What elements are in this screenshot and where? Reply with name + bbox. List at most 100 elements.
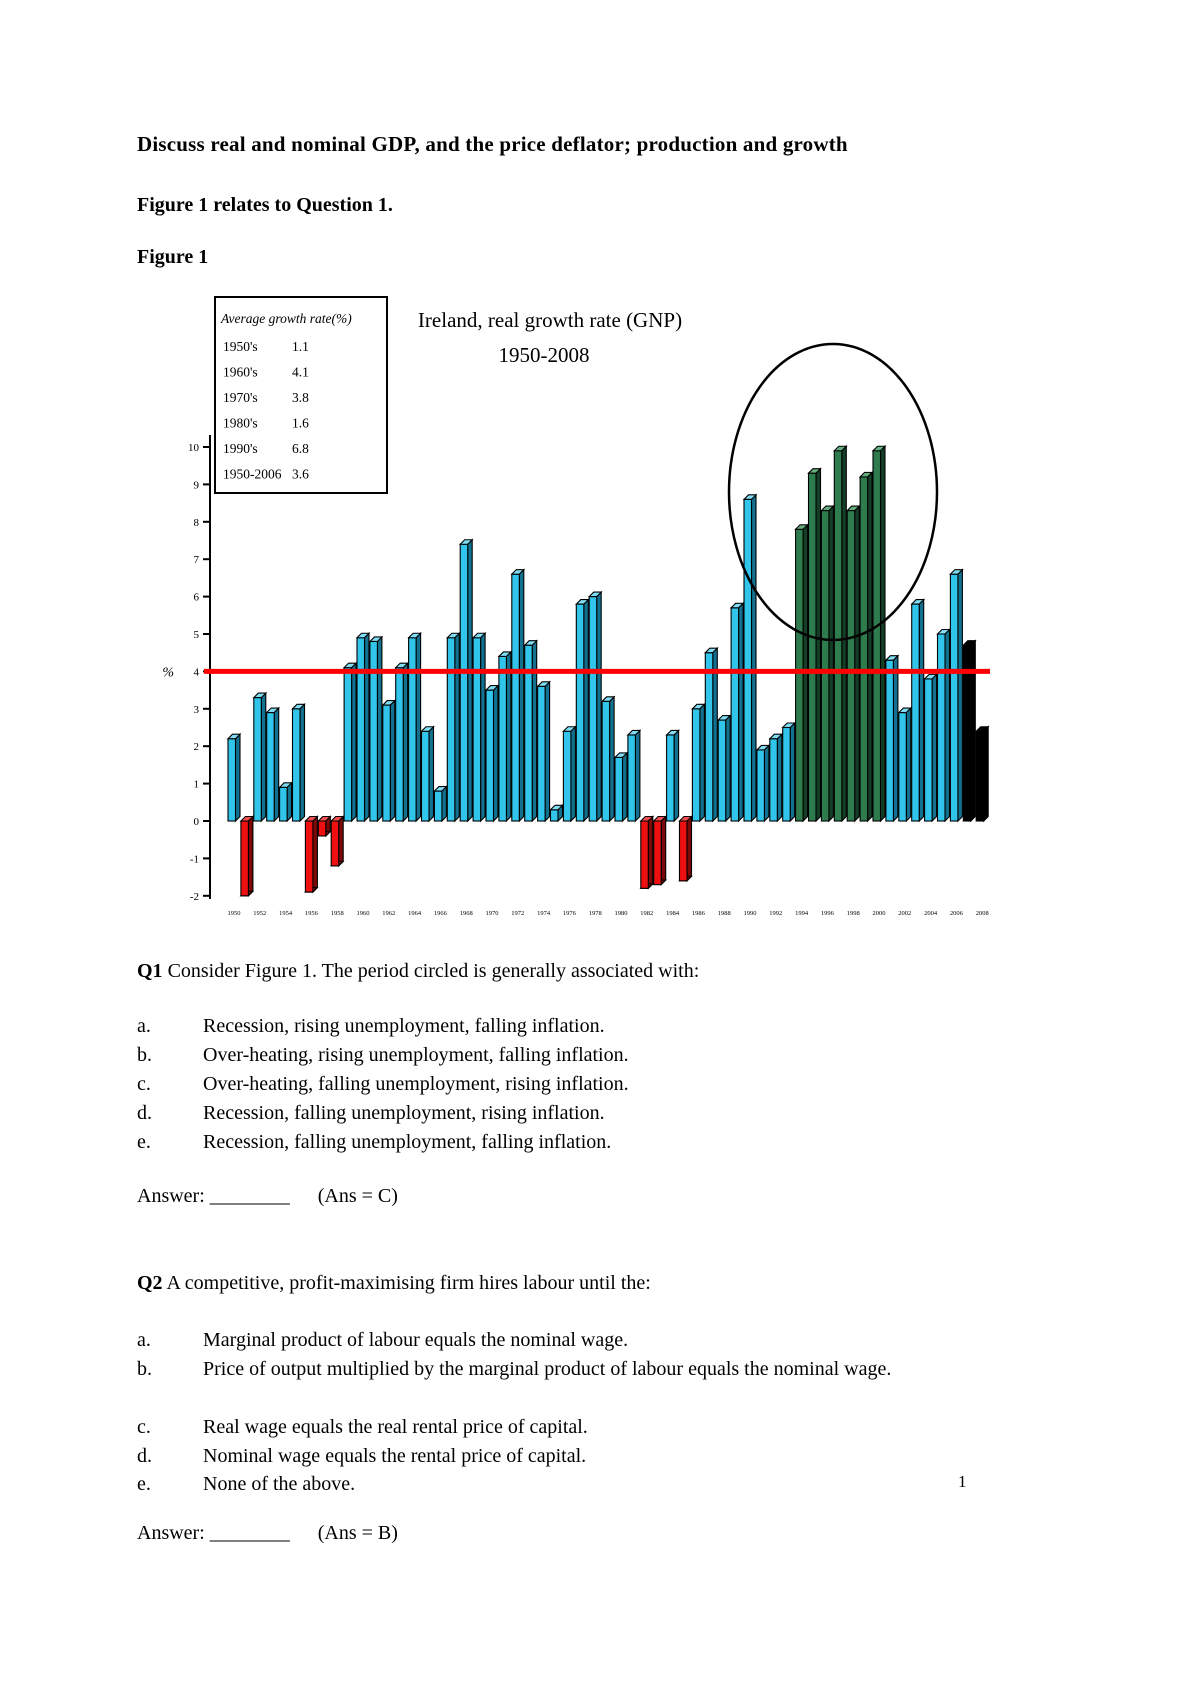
legend-row-label: 1990's (223, 441, 258, 456)
x-tick-label: 2008 (976, 910, 989, 917)
bar-front-face (575, 603, 585, 822)
bar-top-face (291, 703, 306, 710)
bar-side-face (505, 650, 512, 823)
bar-front-face (588, 596, 598, 822)
bar-side-face (544, 680, 551, 823)
bar-top-face (626, 729, 642, 736)
answer-key-note: (Ans = B) (317, 1522, 398, 1544)
figure-1-chart: Ireland, real growth rate (GNP) 1950-2008… (140, 285, 1000, 935)
bar-front-face (872, 450, 882, 822)
option-text: Recession, falling unemployment, falling… (203, 1131, 612, 1153)
bar-front-face (807, 472, 817, 822)
bar-side-face (776, 732, 783, 823)
question-1-option-c: c. Over-heating, falling unemployment, ri… (137, 1070, 985, 1099)
bar-side-face (376, 635, 383, 823)
question-1-option-b: b. Over-heating, rising unemployment, fal… (137, 1041, 985, 1070)
bar-front-face (859, 476, 869, 822)
bar-side-face (660, 815, 667, 886)
bar-side-face (583, 598, 589, 823)
bar-front-face (485, 689, 495, 822)
bar-front-face (653, 820, 662, 886)
option-letter: e. (137, 1473, 151, 1495)
bar-side-face (634, 729, 641, 823)
bar-top-face (613, 752, 629, 758)
bar-side-face (738, 601, 744, 823)
bar-front-face (898, 711, 907, 822)
bar-top-face (923, 673, 938, 680)
y-tick-label: 4 (194, 666, 200, 678)
bar-top-face (394, 662, 410, 669)
y-tick-label: 5 (194, 629, 200, 641)
bar-front-face (498, 655, 507, 822)
option-text: Nominal wage equals the rental price of … (203, 1445, 587, 1467)
bar-front-face (511, 573, 520, 822)
bar-side-face (892, 654, 899, 823)
legend-row-value: 6.8 (292, 441, 309, 456)
bar-top-face (665, 729, 680, 736)
answer-blank: Answer: ________ (137, 1522, 290, 1544)
x-tick-label: 1976 (563, 910, 577, 917)
x-tick-label: 1962 (382, 910, 395, 917)
bar-top-face (523, 640, 539, 646)
bar-top-face (471, 632, 487, 639)
bar-front-face (279, 786, 288, 822)
option-letter: c. (137, 1416, 151, 1438)
bar-front-face (949, 573, 959, 822)
bar-side-face (596, 590, 602, 823)
y-tick-label: -2 (190, 891, 199, 903)
bar-front-face (459, 543, 469, 822)
bar-side-face (273, 706, 280, 823)
bar-front-face (330, 820, 340, 867)
chart-title-line1: Ireland, real growth rate (GNP) (418, 308, 682, 332)
question-2-option-e: e. None of the above. (137, 1470, 985, 1499)
bar-front-face (756, 749, 765, 822)
bar-top-face (716, 714, 732, 721)
bar-front-face (446, 637, 456, 822)
x-tick-label: 1994 (795, 910, 809, 917)
x-tick-label: 1970 (486, 910, 499, 917)
bar-side-face (944, 628, 951, 823)
bar-top-face (252, 692, 268, 699)
bar-top-face (974, 726, 990, 732)
option-text: None of the above. (203, 1473, 356, 1495)
bar-front-face (911, 603, 920, 822)
x-tick-label: 1964 (408, 910, 422, 917)
bar-front-face (614, 756, 624, 822)
x-tick-label: 2000 (873, 910, 886, 917)
bar-front-face (743, 498, 753, 822)
bar-side-face (454, 631, 460, 823)
bar-top-face (484, 685, 500, 691)
y-tick-label: 6 (194, 592, 200, 604)
question-2-option-d: d. Nominal wage equals the rental price o… (137, 1442, 985, 1471)
bar-front-face (924, 678, 933, 822)
question-1-number: Q1 (137, 960, 163, 982)
question-1-option-e: e. Recession, falling unemployment, falli… (137, 1128, 985, 1157)
bar-top-face (936, 628, 951, 635)
x-tick-label: 1950 (228, 910, 241, 917)
bar-top-face (342, 662, 358, 669)
y-tick-label: 0 (194, 816, 200, 828)
bar-top-face (820, 505, 835, 512)
y-tick-label: 8 (194, 517, 200, 529)
bar-front-face (678, 820, 688, 882)
bar-front-face (291, 708, 301, 822)
bar-top-face (742, 494, 758, 500)
x-tick-label: 1978 (589, 910, 602, 917)
question-2-answer-line: Answer: ________ (Ans = B) (137, 1522, 398, 1545)
bar-front-face (885, 659, 894, 822)
x-tick-label: 2004 (924, 910, 938, 917)
bar-top-face (755, 744, 771, 751)
bar-top-face (458, 539, 474, 545)
x-tick-label: 1974 (537, 910, 551, 917)
bar-side-face (918, 598, 925, 823)
bar-front-face (304, 820, 314, 893)
bar-side-face (841, 444, 847, 823)
bar-front-face (240, 820, 249, 897)
bar-top-face (368, 636, 384, 643)
bar-front-face (472, 637, 482, 822)
bar-side-face (854, 504, 860, 823)
question-2-heading: Q2 A competitive, profit-maximising firm… (137, 1272, 651, 1295)
bar-top-face (949, 569, 964, 575)
x-tick-label: 1984 (666, 910, 680, 917)
